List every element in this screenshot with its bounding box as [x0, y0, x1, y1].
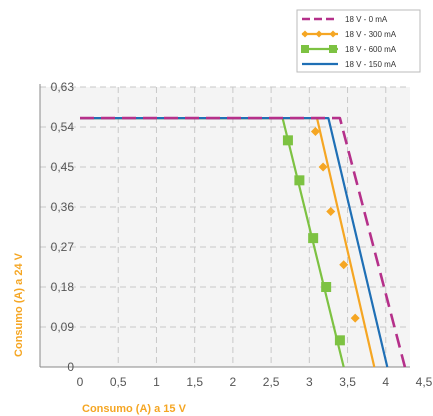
data-point [321, 282, 332, 292]
x-tick-label: 4,5 [416, 375, 433, 389]
series-18-v-150-ma [80, 116, 389, 368]
legend-label: 18 V - 0 mA [345, 15, 388, 24]
legend-marker [329, 45, 337, 53]
data-point [334, 335, 345, 346]
series-18-v-0-ma [80, 116, 407, 368]
data-point [310, 126, 320, 136]
legend-marker [329, 30, 337, 38]
legend-marker [301, 30, 309, 38]
series-line [80, 116, 407, 368]
legend-box [296, 9, 421, 73]
x-tick-label: 1 [153, 375, 160, 389]
legend-label: 18 V - 600 mA [345, 45, 397, 54]
legend-label: 18 V - 300 mA [345, 30, 397, 39]
y-tick-label: 0,45 [51, 160, 75, 174]
data-point [318, 162, 328, 172]
axes [39, 84, 410, 368]
x-tick-label: 3 [306, 375, 313, 389]
x-tick-label: 2,5 [263, 375, 280, 389]
y-axis-title: Consumo (A) a 24 V [13, 252, 25, 357]
legend-item-18-v-300-ma: 18 V - 300 mA [301, 30, 397, 39]
data-point [282, 135, 293, 146]
legend-marker [315, 30, 323, 38]
data-point [350, 313, 360, 323]
y-tick-label: 0,27 [51, 240, 75, 254]
x-tick-label: 1,5 [186, 375, 203, 389]
legend: 18 V - 0 mA 18 V - 300 mA 18 V - 600 mA 18 … [296, 9, 421, 73]
data-point [326, 206, 336, 216]
y-tick-label: 0,54 [51, 120, 75, 134]
x-tick-label: 0,5 [110, 375, 127, 389]
x-tick-label: 3,5 [339, 375, 356, 389]
legend-item-18-v-150-ma: 18 V - 150 mA [302, 60, 397, 69]
x-tick-label: 4 [382, 375, 389, 389]
plot-area-background [40, 87, 410, 367]
y-tick-labels: 0 0,09 0,18 0,27 0,36 0,45 0,54 0,63 [51, 80, 75, 374]
y-tick-label: 0,63 [51, 80, 75, 94]
y-tick-label: 0,36 [51, 200, 75, 214]
series-line [80, 116, 389, 368]
data-point [294, 175, 305, 186]
legend-item-18-v-0-ma: 18 V - 0 mA [302, 15, 388, 24]
x-axis-title: Consumo (A) a 15 V [82, 403, 187, 415]
x-tick-label: 2 [230, 375, 237, 389]
y-tick-label: 0 [67, 360, 74, 374]
legend-label: 18 V - 150 mA [345, 60, 397, 69]
y-tick-label: 0,09 [51, 320, 75, 334]
y-tick-label: 0,18 [51, 280, 75, 294]
legend-item-18-v-600-ma: 18 V - 600 mA [301, 45, 397, 54]
series-layer [80, 116, 407, 368]
x-tick-labels: 0 0,5 1 1,5 2 2,5 3 3,5 4 4,5 [77, 375, 433, 389]
x-tick-label: 0 [77, 375, 84, 389]
data-point [339, 260, 349, 270]
data-point [308, 233, 319, 244]
legend-marker [301, 45, 309, 53]
